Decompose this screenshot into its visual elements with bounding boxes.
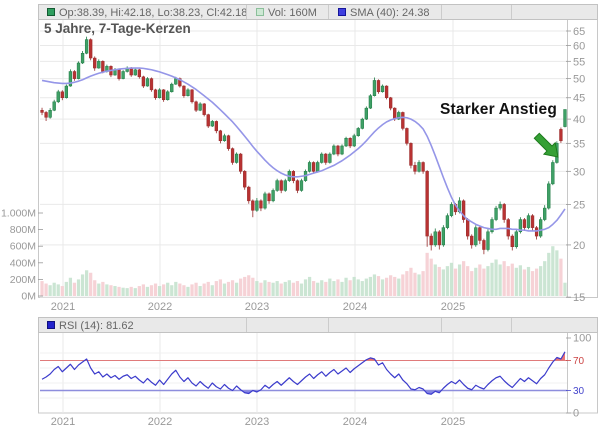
- svg-text:2023: 2023: [245, 416, 269, 428]
- legend-divider: [328, 5, 329, 19]
- volume-bars: [40, 246, 567, 296]
- volume-legend-swatch-icon: [256, 8, 264, 16]
- svg-text:60: 60: [573, 41, 585, 53]
- svg-text:25: 25: [573, 199, 585, 211]
- svg-text:20: 20: [573, 240, 585, 252]
- candles: [40, 36, 567, 255]
- svg-text:1.000M: 1.000M: [1, 208, 36, 220]
- svg-text:800M: 800M: [10, 224, 36, 236]
- gridlines: [40, 20, 568, 413]
- svg-text:55: 55: [573, 56, 585, 68]
- svg-text:70: 70: [573, 356, 585, 367]
- ohlc-legend-swatch-icon: [47, 8, 55, 16]
- svg-text:45: 45: [573, 93, 585, 105]
- green-rise-arrow-icon: [533, 132, 559, 158]
- legend-divider: [328, 318, 329, 332]
- svg-text:15: 15: [573, 292, 585, 304]
- volume-axis-labels: 1.000M 800M 600M 400M 200M 0M: [1, 208, 43, 303]
- sma-legend-swatch-icon: [338, 8, 346, 16]
- sma-legend-label: SMA (40): 24.38: [350, 7, 430, 19]
- rsi-legend-label: RSI (14): 81.62: [59, 320, 134, 332]
- svg-text:400M: 400M: [10, 257, 36, 269]
- main-chart-legend-bar: Op:38.39, Hi:42.18, Lo:38.23, Cl:42.18 V…: [38, 4, 598, 20]
- rsi-lines: [40, 351, 567, 395]
- rsi-fills: [84, 351, 565, 395]
- svg-text:2022: 2022: [148, 416, 172, 428]
- svg-text:0M: 0M: [21, 291, 36, 303]
- svg-text:50: 50: [573, 74, 585, 86]
- volume-legend-label: Vol: 160M: [268, 7, 317, 19]
- svg-text:2022: 2022: [148, 301, 172, 313]
- svg-text:0: 0: [573, 408, 579, 420]
- svg-text:30: 30: [573, 386, 585, 397]
- legend-divider: [441, 5, 442, 19]
- svg-text:2021: 2021: [51, 301, 75, 313]
- ohlc-legend-label: Op:38.39, Hi:42.18, Lo:38.23, Cl:42.18: [59, 7, 248, 19]
- svg-text:200M: 200M: [10, 274, 36, 286]
- chart-title: 5 Jahre, 7-Tage-Kerzen: [44, 21, 191, 36]
- svg-text:30: 30: [573, 166, 585, 178]
- svg-text:65: 65: [573, 26, 585, 38]
- legend-divider: [511, 5, 512, 19]
- legend-divider: [246, 5, 247, 19]
- svg-text:2025: 2025: [441, 416, 465, 428]
- svg-text:600M: 600M: [10, 241, 36, 253]
- legend-divider: [511, 318, 512, 332]
- legend-divider: [441, 318, 442, 332]
- panel-frames: [38, 4, 598, 414]
- svg-text:2024: 2024: [343, 416, 367, 428]
- svg-text:100: 100: [573, 333, 591, 345]
- annotation-text: Starker Anstieg: [440, 101, 557, 118]
- year-axis-labels: 2021 2021 2022 2022 2023 2023 2024 2024 2025 2025: [51, 301, 465, 428]
- sma-line: [41, 67, 566, 232]
- svg-text:40: 40: [573, 114, 585, 126]
- legend-divider: [246, 318, 247, 332]
- rsi-legend-swatch-icon: [47, 321, 55, 329]
- svg-text:2024: 2024: [343, 301, 367, 313]
- svg-text:2025: 2025: [441, 301, 465, 313]
- svg-text:2021: 2021: [51, 416, 75, 428]
- rsi-axis-labels: 100 70 30 0: [566, 333, 591, 420]
- price-axis-labels: 65 60 55 50 45 40 35 30 25 20 15: [566, 26, 585, 304]
- svg-text:35: 35: [573, 138, 585, 150]
- svg-text:2023: 2023: [245, 301, 269, 313]
- rsi-legend-bar: RSI (14): 81.62: [38, 317, 598, 333]
